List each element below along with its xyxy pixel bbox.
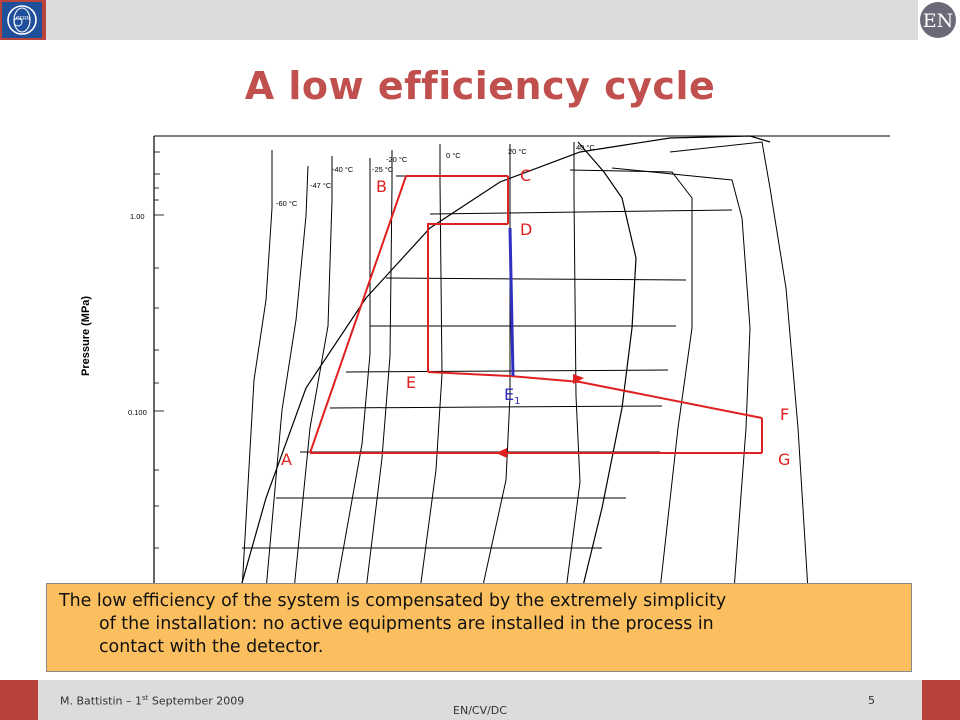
svg-text:EN: EN [923, 10, 954, 32]
header-bar [0, 0, 960, 40]
cycle-line-D-E [427, 223, 508, 372]
footer-department: EN/CV/DC [453, 704, 507, 717]
cern-logo-icon: CERN [2, 2, 42, 38]
isotherm-label-0: 0 °C [446, 151, 461, 160]
isotherm-label-60: -60 °C [276, 199, 298, 208]
svg-text:CERN: CERN [16, 16, 31, 22]
cycle-line-E-F [427, 371, 763, 419]
point-label-F: F [780, 405, 789, 424]
isotherm-label-20: -20 °C [386, 155, 408, 164]
footer-page-number: 5 [868, 694, 875, 707]
point-label-B: B [376, 177, 387, 196]
isotherm-label-40pos: 40 °C [576, 143, 595, 152]
point-label-D: D [520, 220, 532, 239]
footer-author: M. Battistin – 1st September 2009 [60, 694, 245, 708]
footer-bar [0, 680, 960, 720]
isotherm-label-25: -25 °C [372, 165, 394, 174]
point-label-C: C [520, 166, 531, 185]
flow-arrow-left [496, 448, 507, 458]
en-logo-icon: EN [920, 2, 956, 38]
point-label-G: G [778, 450, 790, 469]
cycle-line-A-B [309, 175, 407, 454]
flow-arrow-right [573, 374, 584, 384]
footer-accent-right [922, 680, 960, 720]
note-text: The low efficiency of the system is comp… [59, 591, 727, 657]
slide-title: A low efficiency cycle [244, 64, 716, 108]
footer-accent-left [0, 680, 38, 720]
note-box: The low efficiency of the system is comp… [46, 583, 912, 672]
point-label-E1: E1 [504, 385, 520, 407]
isotherm-label-47: -47 °C [310, 181, 332, 190]
point-label-E: E [406, 373, 416, 392]
isotherm-label-40: -40 °C [332, 165, 354, 174]
isotherm-label-20pos: 20 °C [508, 147, 527, 156]
y-tick-0.1: 0.100 [128, 408, 147, 417]
pressure-enthalpy-diagram: 1.00 0.100 Pressure (MPa) -60 °C -47 °C … [80, 135, 890, 590]
y-tick-1: 1.00 [130, 212, 145, 221]
expansion-line-D-E1 [508, 227, 515, 377]
y-axis-label: Pressure (MPa) [80, 296, 92, 376]
point-label-A: A [281, 450, 292, 469]
